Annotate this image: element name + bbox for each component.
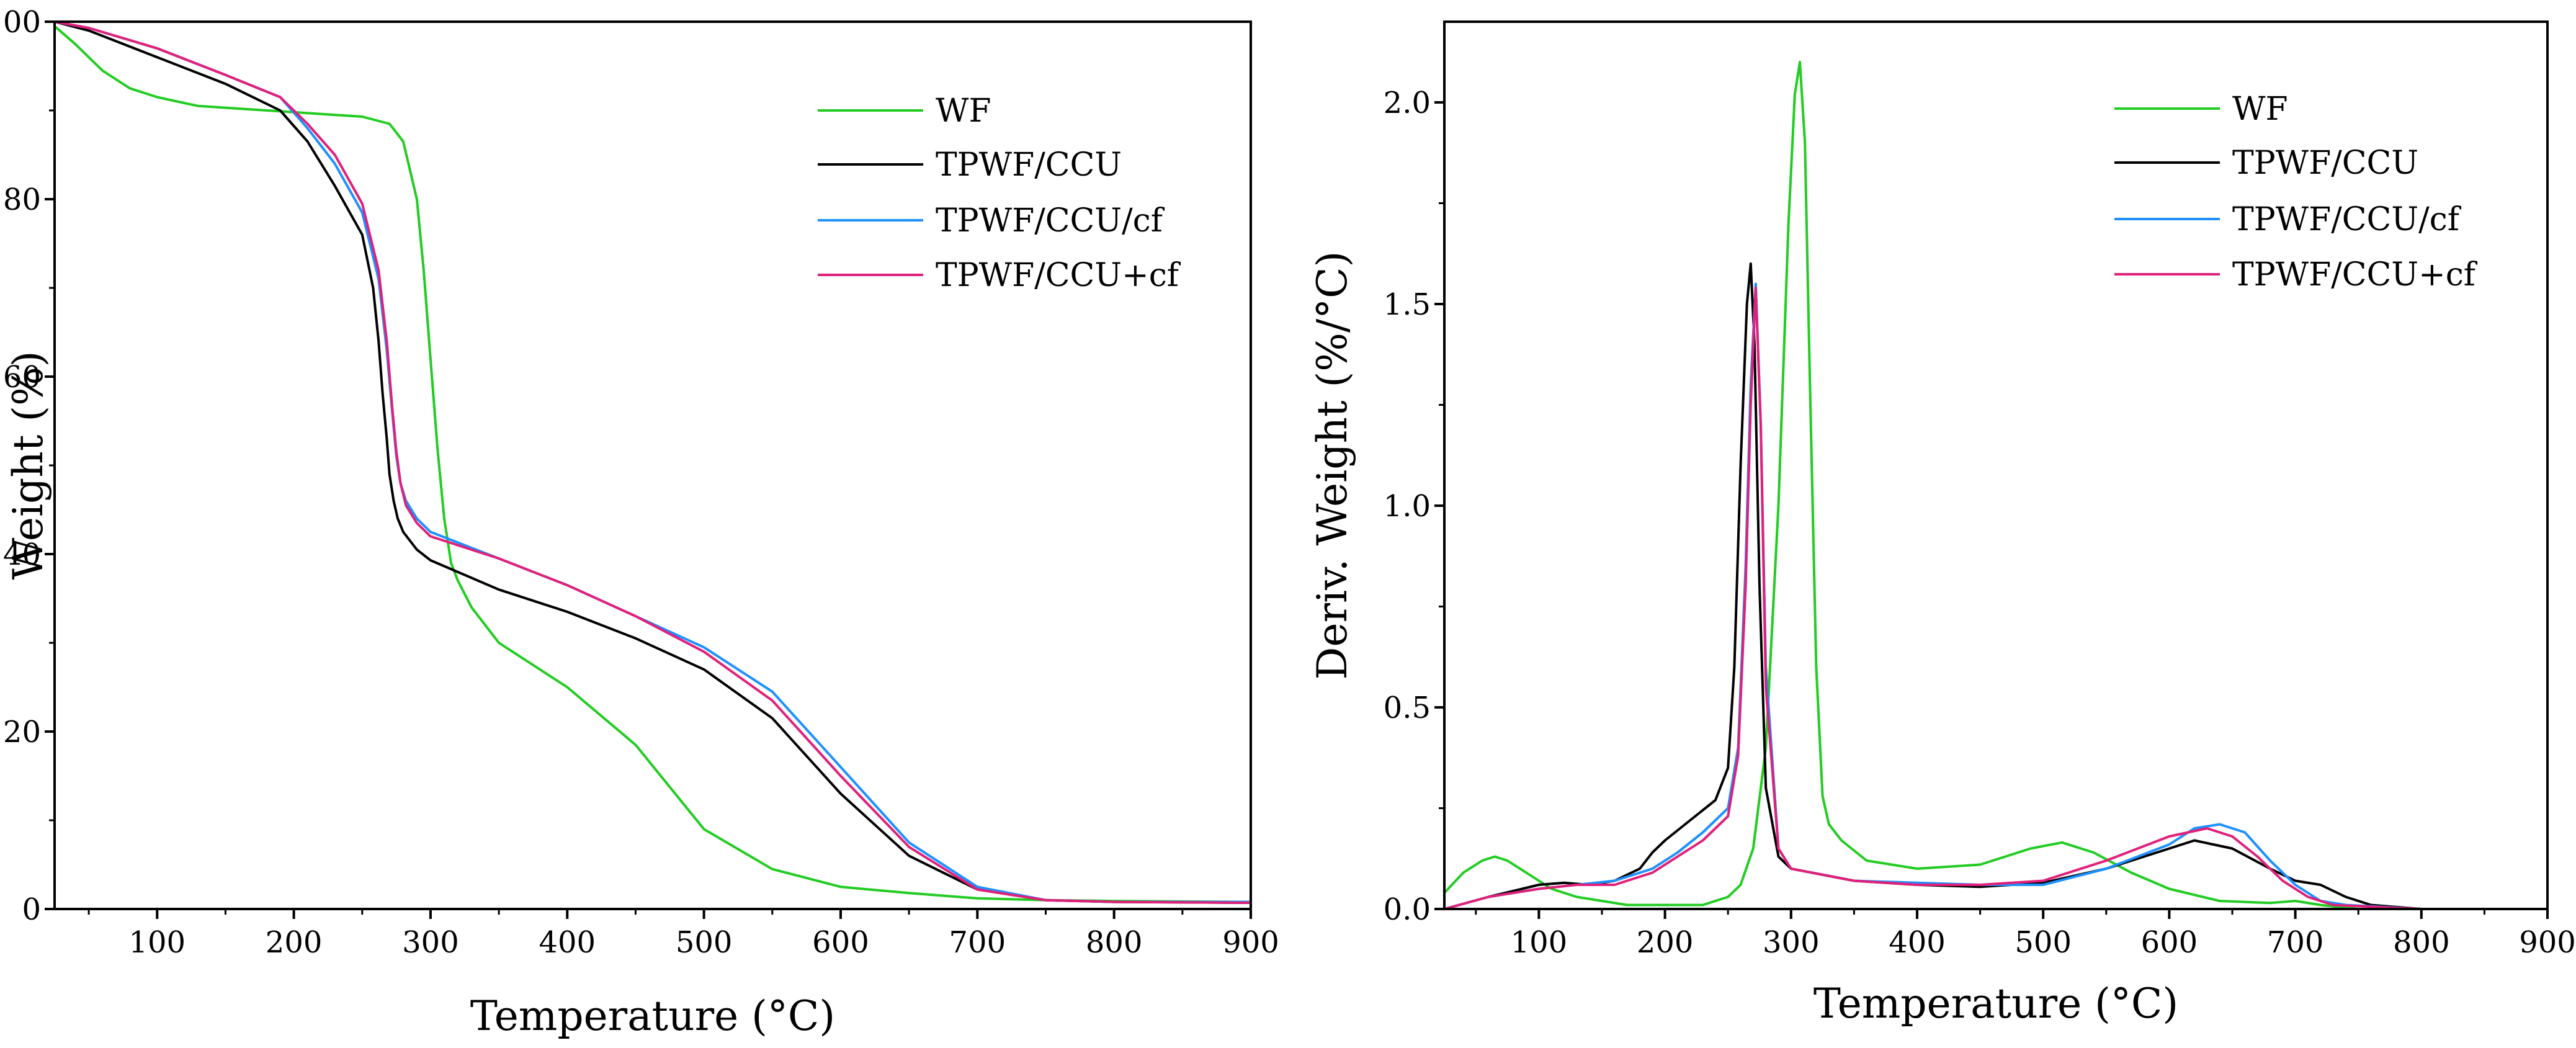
tga-y-tick-label: 60 — [3, 360, 41, 395]
dtg-series-line-wf — [1443, 61, 2422, 910]
tga-x-tick-label: 100 — [128, 925, 186, 960]
dtg-series-line-tpwf-ccu — [1444, 262, 2422, 910]
tga-x-tick-label: 400 — [539, 925, 596, 960]
tga-weight-chart: 100 200 300 400 500 600 700 800 900 0 20 40 60 80100 … — [0, 5, 1279, 1040]
tga-x-axis-title: Temperature (°C) — [470, 992, 835, 1040]
dtg-x-tick-label: 100 — [1511, 925, 1568, 960]
tga-series-layer — [53, 20, 1251, 904]
tga-legend-label-tpwf-ccu-plus-cf: TPWF/CCU+cf — [936, 257, 1181, 294]
tga-y-tick-label: 0 — [22, 892, 41, 927]
dtg-legend: WF TPWF/CCU TPWF/CCU/cf TPWF/CCU+cf — [2114, 91, 2478, 293]
tga-x-tick-label: 700 — [949, 925, 1006, 960]
dtg-legend-label-tpwf-ccu: TPWF/CCU — [2232, 145, 2418, 182]
tga-legend-label-wf: WF — [936, 92, 991, 130]
tga-series-line-tpwf-ccu — [54, 20, 1251, 904]
tga-ticks-layer: 100 200 300 400 500 600 700 800 900 0 20 40 60 80 100 — [0, 5, 1279, 960]
dtg-legend-label-wf: WF — [2232, 91, 2288, 128]
dtg-x-tick-label: 900 — [2519, 925, 2576, 960]
dtg-x-tick-label: 300 — [1763, 925, 1820, 960]
dtg-y-tick-label: 0.0 — [1384, 892, 1431, 927]
tga-y-tick-label: 20 — [3, 715, 41, 750]
tga-x-tick-label: 800 — [1086, 925, 1143, 960]
dtg-legend-label-tpwf-ccu-plus-cf: TPWF/CCU+cf — [2232, 256, 2478, 293]
tga-x-tick-label: 300 — [402, 925, 459, 960]
dtg-y-tick-label: 1.5 — [1384, 287, 1431, 322]
tga-x-tick-label: 900 — [1222, 925, 1279, 960]
tga-series-line-wf — [53, 25, 1251, 903]
tga-legend-label-tpwf-ccu: TPWF/CCU — [936, 146, 1122, 184]
dtg-y-tick-label: 1.0 — [1384, 489, 1431, 524]
dtg-derivative-chart: 100 200 300 400 500 600 700 800 900 0.0 0.5 1.0 1.5 2… — [1308, 20, 2576, 1028]
dtg-series-line-tpwf-ccu-plus-cf — [1444, 287, 2422, 910]
tga-y-axis-title: Weight (%) — [4, 351, 52, 580]
tga-x-tick-label: 200 — [266, 925, 323, 960]
dtg-y-axis-title: Deriv. Weight (%/°C) — [1308, 251, 1356, 680]
dtg-series-layer — [1443, 61, 2422, 910]
dtg-y-tick-label: 2.0 — [1384, 86, 1431, 120]
dtg-x-tick-label: 200 — [1637, 925, 1694, 960]
tga-series-line-tpwf-ccu-plus-cf — [54, 20, 1251, 904]
dtg-x-tick-label: 800 — [2393, 925, 2450, 960]
dtg-x-tick-label: 500 — [2015, 925, 2072, 960]
dtg-x-tick-label: 700 — [2267, 925, 2324, 960]
tga-y-tick-label: 80 — [3, 182, 41, 217]
tga-x-tick-label: 600 — [812, 925, 869, 960]
dtg-x-axis-title: Temperature (°C) — [1813, 980, 2178, 1028]
dtg-x-tick-label: 600 — [2141, 925, 2198, 960]
tga-y-tick-label: 40 — [3, 537, 41, 572]
tga-legend-label-tpwf-ccu-cf: TPWF/CCU/cf — [936, 202, 1165, 240]
dtg-legend-label-tpwf-ccu-cf: TPWF/CCU/cf — [2232, 201, 2462, 238]
dtg-ticks-layer: 100 200 300 400 500 600 700 800 900 0.0 0.5 1.0 1.5 2… — [1384, 86, 2576, 960]
tga-x-tick-label: 500 — [676, 925, 733, 960]
tga-legend: WF TPWF/CCU TPWF/CCU/cf TPWF/CCU+cf — [818, 92, 1181, 294]
tga-y-tick-label: 100 — [0, 5, 41, 40]
dtg-x-tick-label: 400 — [1889, 925, 1946, 960]
dtg-y-tick-label: 0.5 — [1384, 691, 1431, 725]
dtg-plot-frame — [1443, 20, 2549, 910]
dtg-series-line-tpwf-ccu-cf — [1444, 282, 2422, 910]
